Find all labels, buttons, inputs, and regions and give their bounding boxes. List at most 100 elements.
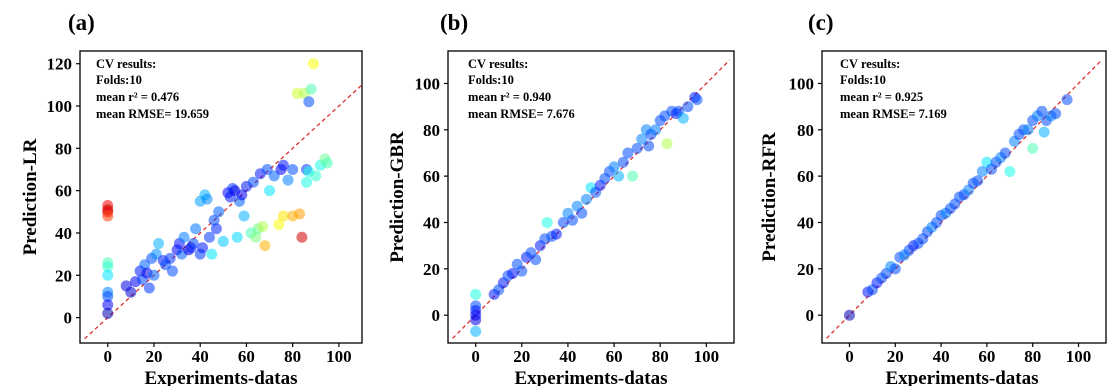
x-tick-label: 60	[978, 347, 995, 366]
scatter-point	[282, 174, 294, 186]
scatter-point	[264, 185, 276, 197]
x-tick-label: 100	[1066, 347, 1092, 366]
scatter-point	[287, 163, 299, 175]
scatter-point	[277, 210, 289, 222]
scatter-point	[231, 231, 243, 243]
stats-line-4: mean RMSE= 19.659	[96, 107, 209, 121]
scatter-point	[217, 235, 229, 247]
scatter-point	[470, 314, 482, 326]
scatter-point	[148, 269, 160, 281]
chart-panel-b: 0 20 40 60 80 100 0 20 40 60 80 100 (b) Experiment…	[387, 10, 735, 386]
scatter-point	[259, 240, 271, 252]
scatter-point	[682, 101, 694, 113]
x-tick-label: 0	[103, 347, 112, 366]
x-tick-label: 60	[606, 347, 623, 366]
scatter-point	[294, 208, 306, 220]
scatter-point	[1050, 108, 1062, 120]
y-tick-label: 100	[415, 74, 441, 93]
scatter-point	[102, 307, 114, 319]
x-axis-label-c: Experiments-datas	[885, 368, 1038, 386]
scatter-point	[1022, 124, 1034, 136]
scatter-point	[203, 231, 215, 243]
points-b	[470, 91, 703, 337]
stats-line-1: CV results:	[840, 57, 900, 71]
x-tick-label: 60	[238, 347, 255, 366]
y-tick-label: 60	[797, 167, 814, 186]
scatter-point	[303, 96, 315, 108]
stats-line-4: mean RMSE= 7.676	[468, 107, 575, 121]
scatter-point	[999, 147, 1011, 159]
y-tick-label: 60	[55, 182, 72, 201]
scatter-point	[238, 210, 250, 222]
scatter-point	[530, 254, 542, 266]
scatter-point	[622, 147, 634, 159]
scatter-point	[661, 138, 673, 150]
y-tick-label: 80	[55, 139, 72, 158]
panel-label-b: (b)	[440, 10, 468, 35]
scatter-point	[301, 176, 313, 188]
scatter-point	[273, 219, 285, 231]
points-a	[102, 58, 333, 319]
scatter-point	[197, 242, 209, 254]
y-tick-label: 80	[797, 121, 814, 140]
scatter-point	[208, 214, 220, 226]
y-tick-label: 80	[423, 121, 440, 140]
scatter-point	[296, 231, 308, 243]
stats-c: CV results: Folds:10 mean r² = 0.925 mea…	[840, 57, 947, 121]
y-tick-label: 100	[789, 74, 815, 93]
y-tick-label: 0	[64, 309, 73, 328]
stats-line-2: Folds:10	[96, 73, 142, 87]
y-ticks-c: 0 20 40 60 80 100	[789, 74, 822, 325]
x-tick-label: 20	[145, 347, 162, 366]
x-axis-label-b: Experiments-datas	[514, 368, 667, 386]
y-tick-label: 100	[47, 97, 73, 116]
y-ticks-b: 0 20 40 60 80 100	[415, 74, 448, 325]
scatter-point	[213, 206, 225, 218]
scatter-point	[631, 142, 643, 154]
scatter-point	[307, 58, 319, 70]
x-tick-label: 100	[326, 347, 352, 366]
scatter-point	[250, 231, 262, 243]
y-axis-label-c: Prediction-RFR	[759, 132, 780, 262]
scatter-point	[206, 248, 218, 260]
scatter-point	[550, 228, 562, 240]
scatter-point	[470, 288, 482, 300]
scatter-point	[580, 193, 592, 205]
x-tick-label: 0	[845, 347, 854, 366]
x-tick-label: 20	[887, 347, 904, 366]
scatter-point	[139, 259, 151, 271]
scatter-point	[691, 94, 703, 106]
scatter-point	[972, 175, 984, 187]
scatter-point	[164, 252, 176, 264]
stats-line-1: CV results:	[96, 57, 156, 71]
stats-line-3: mean r² = 0.476	[96, 90, 179, 104]
y-tick-label: 0	[432, 306, 441, 325]
stats-line-3: mean r² = 0.925	[840, 90, 923, 104]
scatter-point	[643, 140, 655, 152]
stats-a: CV results: Folds:10 mean r² = 0.476 mea…	[96, 57, 209, 121]
scatter-point	[153, 238, 165, 250]
scatter-point	[1038, 126, 1050, 138]
y-tick-label: 0	[806, 306, 815, 325]
scatter-point	[268, 170, 280, 182]
scatter-point	[636, 133, 648, 145]
plot-frame-a	[79, 50, 363, 344]
y-tick-label: 20	[797, 260, 814, 279]
scatter-point	[102, 261, 114, 273]
panel-label-c: (c)	[808, 10, 834, 35]
y-tick-label: 40	[55, 224, 72, 243]
scatter-point	[210, 223, 222, 235]
scatter-point	[102, 290, 114, 302]
scatter-point	[889, 263, 901, 275]
panel-label-a: (a)	[68, 10, 95, 35]
y-axis-label-b: Prediction-GBR	[387, 131, 408, 263]
x-tick-label: 40	[559, 347, 576, 366]
scatter-point	[178, 231, 190, 243]
chart-panel-a: 0 20 40 60 80 100 0 20 40 60 80 100 120 (a) Experim…	[20, 10, 363, 386]
x-tick-label: 40	[192, 347, 209, 366]
scatter-point	[541, 216, 553, 228]
x-ticks-b: 0 20 40 60 80 100	[471, 343, 719, 366]
stats-line-4: mean RMSE= 7.169	[840, 107, 947, 121]
scatter-point	[321, 157, 333, 169]
